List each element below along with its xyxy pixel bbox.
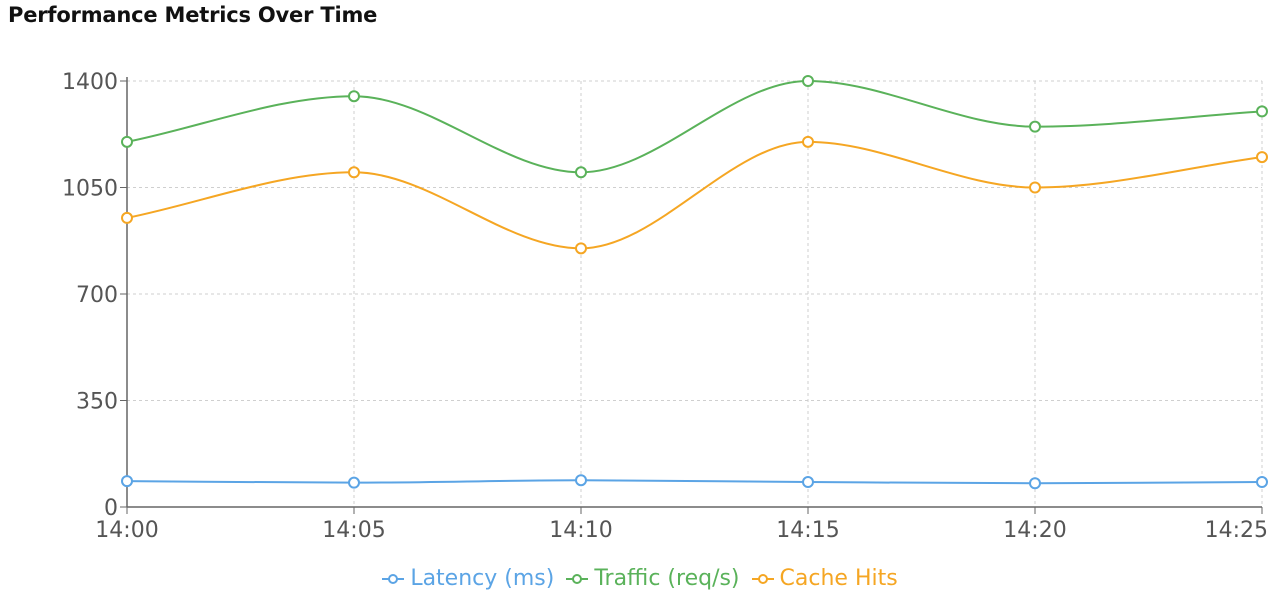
data-point-cache-hits — [121, 211, 133, 224]
legend-line-circle-icon — [566, 573, 589, 584]
y-tick-label: 1400 — [62, 70, 118, 95]
data-point-latency-ms — [348, 476, 360, 489]
data-point-cache-hits — [348, 166, 360, 179]
x-tick-label: 14:00 — [95, 518, 158, 543]
series-line-cache-hits — [126, 140, 1263, 250]
x-tick-label: 14:05 — [322, 518, 385, 543]
x-tick-label: 14:25 — [1205, 518, 1268, 543]
data-point-latency-ms — [1029, 477, 1041, 490]
data-point-cache-hits — [802, 135, 814, 148]
data-point-traffic-req-s — [348, 90, 360, 103]
y-tick-label: 350 — [76, 390, 118, 415]
y-tick-label: 0 — [104, 496, 118, 521]
legend: Latency (ms) Traffic (req/s) Cache Hits — [0, 566, 1280, 591]
legend-item-latency-ms[interactable]: Latency (ms) — [382, 566, 554, 591]
series-line-latency-ms — [126, 479, 1263, 485]
data-point-traffic-req-s — [121, 135, 133, 148]
series-line-traffic-req-s — [126, 79, 1263, 174]
legend-line-circle-icon — [382, 573, 405, 584]
data-point-traffic-req-s — [802, 75, 814, 87]
data-point-latency-ms — [802, 476, 814, 489]
data-point-traffic-req-s — [575, 166, 587, 179]
data-point-traffic-req-s — [1256, 105, 1268, 118]
data-point-cache-hits — [1029, 181, 1041, 194]
data-point-cache-hits — [575, 242, 587, 255]
y-tick-label: 1050 — [62, 177, 118, 202]
data-point-traffic-req-s — [1029, 120, 1041, 133]
x-tick-label: 14:20 — [1003, 518, 1066, 543]
legend-line-circle-icon — [751, 573, 774, 584]
legend-item-traffic-req-s[interactable]: Traffic (req/s) — [566, 566, 740, 591]
x-tick-label: 14:15 — [776, 518, 839, 543]
data-point-latency-ms — [1256, 476, 1268, 489]
legend-label: Cache Hits — [779, 566, 898, 591]
chart-title: Performance Metrics Over Time — [8, 3, 378, 27]
y-tick-label: 700 — [76, 283, 118, 308]
data-point-latency-ms — [575, 474, 587, 487]
legend-label: Traffic (req/s) — [594, 566, 740, 591]
legend-label: Latency (ms) — [410, 566, 555, 591]
legend-item-cache-hits[interactable]: Cache Hits — [751, 566, 898, 591]
data-point-cache-hits — [1256, 151, 1268, 164]
data-point-latency-ms — [121, 475, 133, 488]
x-tick-label: 14:10 — [549, 518, 612, 543]
